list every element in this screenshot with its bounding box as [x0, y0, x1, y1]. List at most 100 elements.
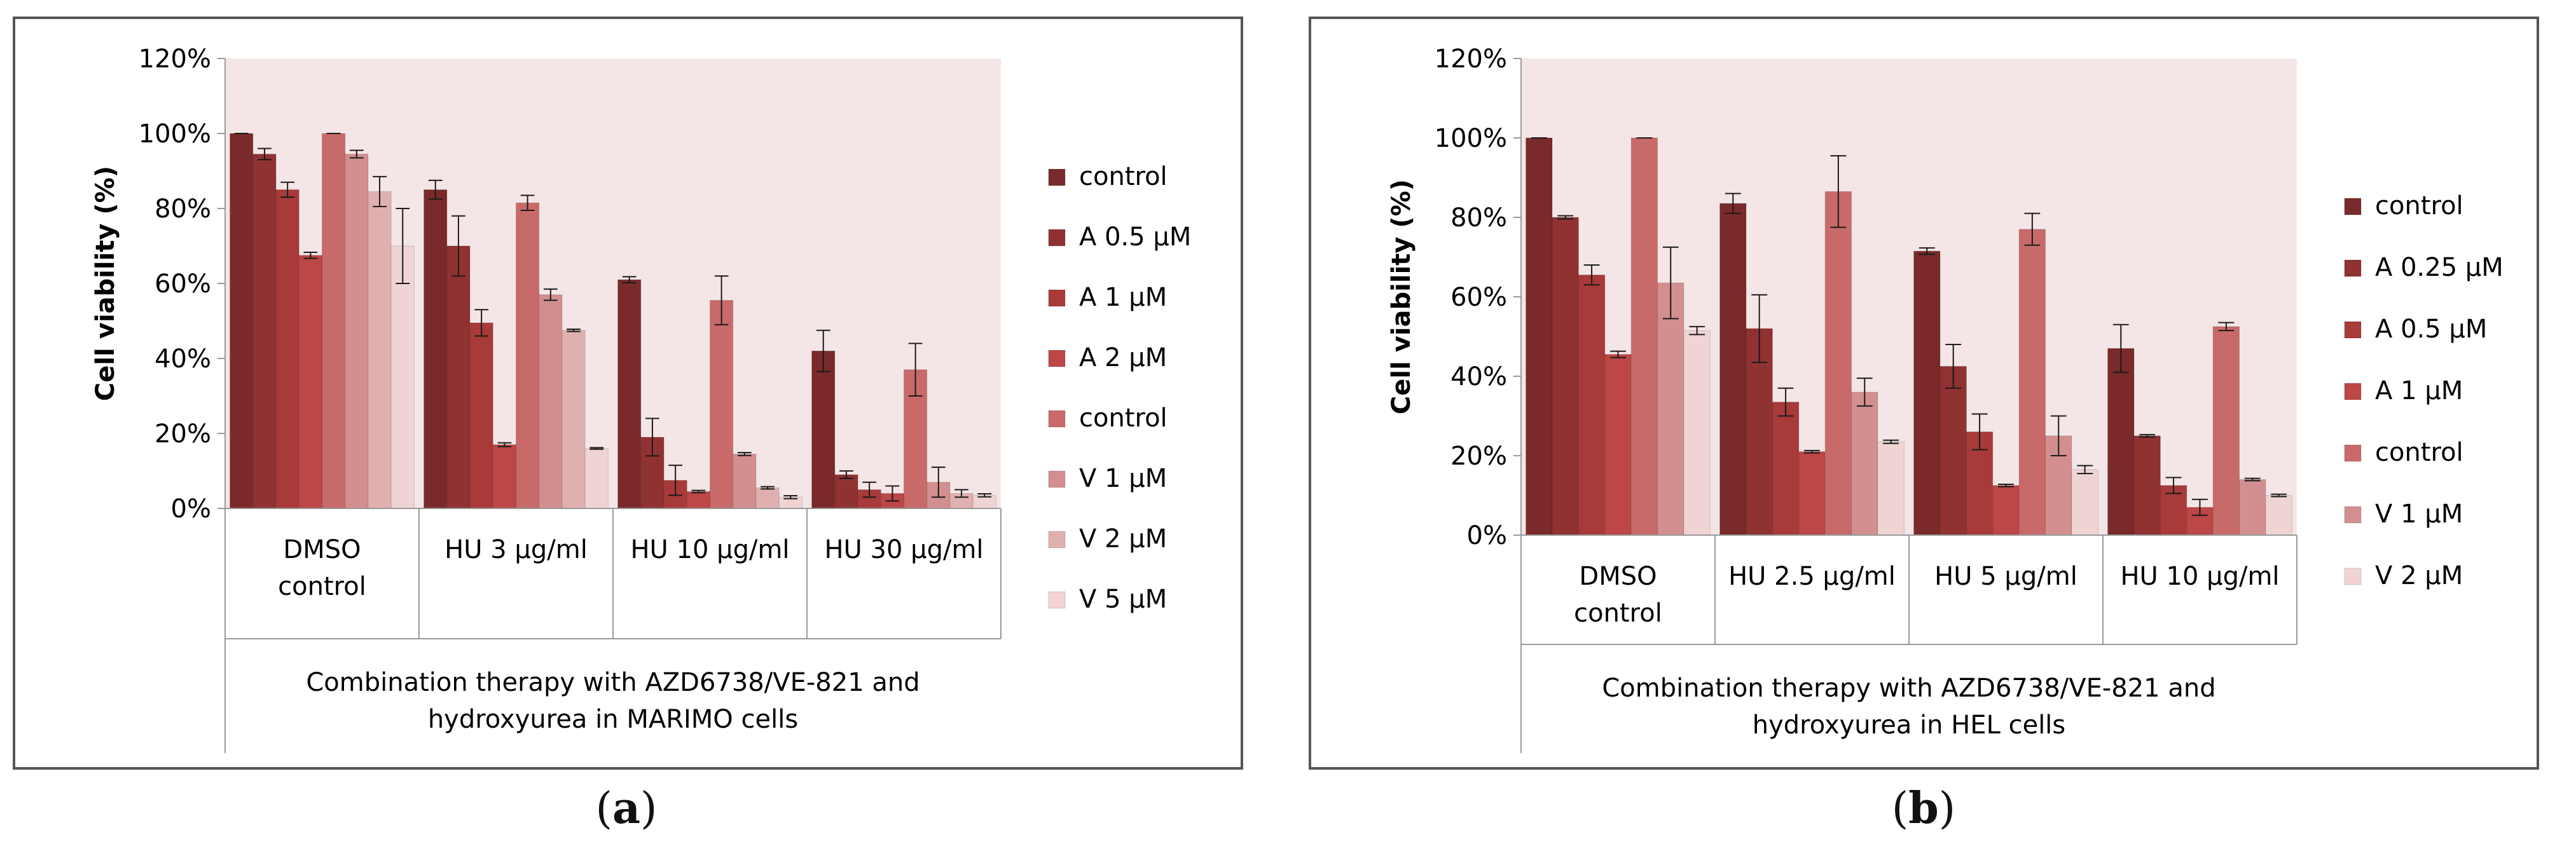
y-tick-label: 80%: [1450, 203, 1507, 233]
bar: [1877, 441, 1904, 536]
bar: [1578, 275, 1606, 536]
bar: [368, 191, 392, 509]
legend-label: V 2 µM: [1079, 524, 1167, 554]
caption-b: (b): [1891, 783, 1956, 834]
chart-panel-b: 0% 20% 40% 60% 80% 100% 120% Cell viability (%)…: [1309, 17, 2539, 770]
bar: [252, 153, 277, 509]
legend-label: A 0.5 µM: [1079, 222, 1191, 252]
y-tick-label: 100%: [1435, 124, 1507, 153]
bar: [1824, 191, 1852, 536]
y-tick-label: 40%: [1450, 362, 1507, 391]
bar: [2107, 348, 2135, 536]
x-category-label: HU 10 µg/ml: [2120, 562, 2279, 591]
bar: [617, 279, 642, 509]
y-axis-title: Cell viability (%): [91, 166, 120, 401]
legend-label: A 1 µM: [1079, 283, 1167, 312]
x-category-label: DMSO: [1579, 562, 1656, 591]
legend-swatch: [2344, 321, 2362, 339]
legend-swatch: [1048, 168, 1066, 186]
legend-swatch: [2344, 383, 2362, 400]
bar: [1719, 203, 1747, 536]
y-tick-label: 40%: [155, 344, 211, 374]
legend-label: A 0.25 µM: [2375, 253, 2504, 282]
bar: [1630, 137, 1658, 536]
legend-swatch: [1048, 229, 1066, 247]
bar: [834, 474, 858, 509]
bar: [345, 153, 369, 509]
bar: [298, 255, 322, 509]
legend-label: control: [2375, 191, 2463, 221]
bar: [2212, 326, 2240, 536]
bar: [322, 133, 346, 509]
y-tick-label: 60%: [155, 269, 211, 299]
bar: [390, 245, 415, 509]
bar: [275, 189, 300, 509]
y-tick-label: 120%: [1435, 44, 1507, 74]
bar: [492, 444, 516, 509]
legend-label: A 0.5 µM: [2375, 315, 2487, 344]
legend-swatch: [2344, 259, 2362, 277]
bar: [686, 491, 710, 509]
bar: [1913, 250, 1941, 536]
legend-swatch: [2344, 444, 2362, 462]
legend-swatch: [2344, 506, 2362, 524]
legend-label: V 2 µM: [2375, 561, 2463, 590]
bar: [755, 487, 780, 509]
bar-chart-a: 0% 20% 40% 60% 80% 100% 120% Cell viability (%)…: [91, 44, 1191, 753]
caption-b-letter: b: [1908, 783, 1939, 834]
legend-swatch: [1048, 591, 1066, 609]
x-category-label: control: [278, 572, 366, 601]
bar: [446, 245, 471, 509]
x-category-label: HU 3 µg/ml: [444, 535, 588, 564]
x-axis-title: Combination therapy with AZD6738/VE-821 …: [1602, 674, 2215, 703]
legend-label: V 1 µM: [1079, 464, 1167, 493]
legend-swatch: [1048, 470, 1066, 488]
legend-swatch: [1048, 350, 1066, 367]
caption-a-letter: a: [612, 783, 641, 834]
bar: [1851, 391, 1878, 536]
y-tick-label: 20%: [155, 419, 211, 449]
y-axis-title: Cell viability (%): [1387, 179, 1416, 414]
bar: [1992, 485, 2020, 536]
bar-chart-b: 0% 20% 40% 60% 80% 100% 120% Cell viability (%)…: [1387, 44, 2504, 753]
legend-label: A 1 µM: [2375, 376, 2463, 405]
bar: [561, 330, 586, 509]
legend-swatch: [1048, 289, 1066, 307]
x-axis-title: hydroxyurea in HEL cells: [1753, 711, 2066, 740]
bar: [2239, 479, 2266, 536]
y-tick-label: 20%: [1450, 442, 1507, 471]
x-category-label: HU 30 µg/ml: [824, 535, 983, 564]
y-tick-label: 0%: [1467, 521, 1507, 550]
legend-label: control: [2375, 438, 2463, 467]
y-tick-label: 120%: [139, 44, 211, 74]
bar: [1552, 217, 1579, 536]
x-category-label: DMSO: [283, 535, 361, 564]
bar: [733, 453, 757, 509]
legend-label: A 2 µM: [1079, 343, 1167, 372]
legend-swatch: [1048, 531, 1066, 548]
bar: [230, 133, 254, 509]
bar: [469, 322, 493, 509]
bar: [710, 300, 734, 509]
x-category-label: HU 5 µg/ml: [1934, 562, 2077, 591]
legend-label: V 5 µM: [1079, 585, 1167, 614]
legend-swatch: [2344, 568, 2362, 585]
bar: [2133, 435, 2161, 536]
legend-label: control: [1079, 162, 1167, 191]
bar: [1772, 402, 1800, 536]
x-category-label: HU 10 µg/ml: [630, 535, 789, 564]
bar: [1683, 330, 1711, 536]
y-tick-label: 80%: [155, 194, 211, 224]
legend-swatch: [1048, 410, 1066, 428]
bar: [1657, 282, 1684, 536]
bar: [1526, 137, 1553, 536]
y-tick-label: 60%: [1450, 283, 1507, 312]
bar: [1798, 451, 1826, 536]
legend-label: V 1 µM: [2375, 500, 2463, 529]
x-axis-title: hydroxyurea in MARIMO cells: [428, 705, 798, 734]
x-category-label: HU 2.5 µg/ml: [1728, 562, 1896, 591]
bar: [1604, 354, 1632, 536]
legend-swatch: [2344, 198, 2362, 215]
y-tick-label: 100%: [139, 119, 211, 149]
bar: [811, 350, 836, 509]
